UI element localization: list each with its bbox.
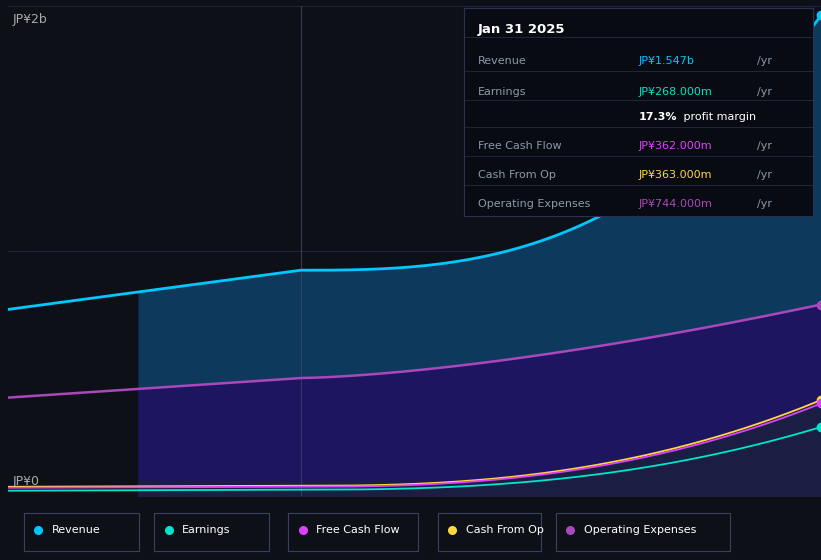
Text: Earnings: Earnings [478, 87, 526, 97]
Text: Free Cash Flow: Free Cash Flow [316, 525, 400, 535]
Text: profit margin: profit margin [680, 112, 756, 122]
Text: 2024: 2024 [283, 515, 319, 529]
Text: /yr: /yr [757, 141, 772, 151]
Text: JP¥268.000m: JP¥268.000m [639, 87, 712, 97]
Text: JP¥0: JP¥0 [12, 475, 39, 488]
Text: Revenue: Revenue [478, 56, 526, 66]
Text: 17.3%: 17.3% [639, 112, 677, 122]
Text: Free Cash Flow: Free Cash Flow [478, 141, 562, 151]
Text: JP¥1.547b: JP¥1.547b [639, 56, 695, 66]
Text: 2025: 2025 [767, 515, 802, 529]
Text: /yr: /yr [757, 199, 772, 209]
Text: Cash From Op: Cash From Op [478, 170, 556, 180]
Text: /yr: /yr [757, 87, 772, 97]
Text: Operating Expenses: Operating Expenses [478, 199, 590, 209]
Text: /yr: /yr [757, 56, 772, 66]
Text: /yr: /yr [757, 170, 772, 180]
Text: Operating Expenses: Operating Expenses [584, 525, 696, 535]
Text: Cash From Op: Cash From Op [466, 525, 544, 535]
Text: JP¥744.000m: JP¥744.000m [639, 199, 712, 209]
Text: JP¥2b: JP¥2b [12, 13, 47, 26]
Text: Jan 31 2025: Jan 31 2025 [478, 23, 566, 36]
Text: JP¥362.000m: JP¥362.000m [639, 141, 712, 151]
Text: Earnings: Earnings [182, 525, 231, 535]
Text: JP¥363.000m: JP¥363.000m [639, 170, 712, 180]
Text: Revenue: Revenue [52, 525, 101, 535]
